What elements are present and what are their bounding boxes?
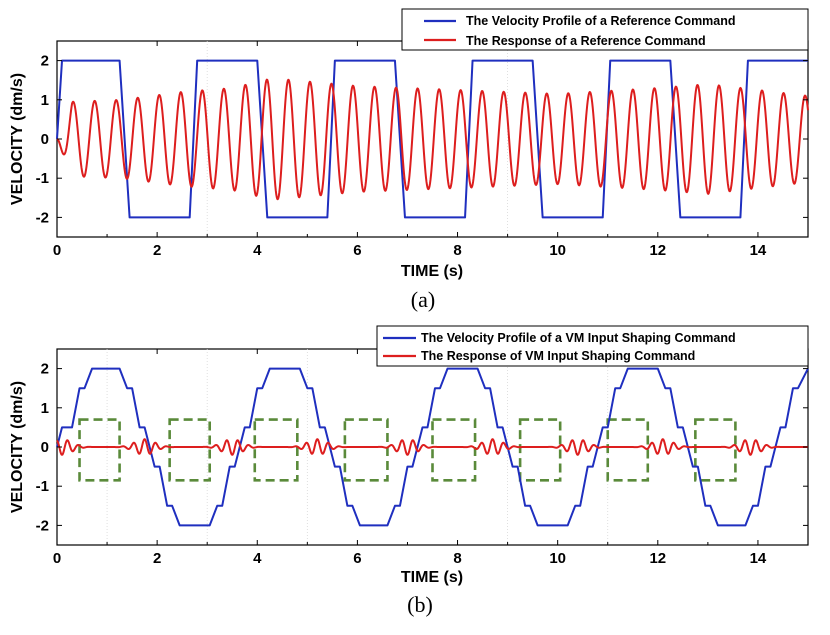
x-ticks-b: 0 2 4 6 8 10 12 14 — [53, 349, 767, 567]
x-tick-label-a-5: 10 — [549, 242, 566, 259]
y-ticks-b: -2 -1 0 1 2 — [36, 361, 808, 534]
series-line-b-1 — [56, 438, 809, 456]
dashed-box-2 — [168, 418, 212, 482]
y-tick-label-a-4: 2 — [41, 53, 49, 70]
y-axis-label-a: VELOCITY (dm/s) — [9, 73, 26, 205]
x-tick-label-b-5: 10 — [549, 550, 566, 567]
dashed-box-4 — [343, 418, 389, 482]
dashed-box-1 — [78, 418, 121, 482]
x-tick-label-b-4: 8 — [453, 550, 461, 567]
x-axis-label-b: TIME (s) — [401, 569, 463, 586]
x-tick-label-b-2: 4 — [253, 550, 262, 567]
x-tick-label-a-2: 4 — [253, 242, 262, 259]
y-tick-label-a-0: -2 — [36, 209, 49, 226]
y-tick-label-b-0: -2 — [36, 517, 49, 534]
y-tick-label-b-4: 2 — [41, 361, 49, 378]
x-tick-label-a-4: 8 — [453, 242, 461, 259]
x-tick-label-a-7: 14 — [750, 242, 767, 259]
y-tick-label-a-1: -1 — [36, 170, 49, 187]
x-tick-label-b-3: 6 — [353, 550, 361, 567]
legend-box-a — [401, 8, 809, 51]
y-tick-label-a-3: 1 — [41, 92, 49, 109]
legend-label-a-0: The Velocity Profile of a Reference Comm… — [466, 14, 736, 28]
x-tick-label-b-0: 0 — [53, 550, 61, 567]
y-tick-label-b-2: 0 — [41, 439, 49, 456]
legend-a: The Velocity Profile of a Reference Comm… — [401, 8, 809, 51]
x-axis-label-a: TIME (s) — [401, 263, 463, 280]
y-axis-label-b: VELOCITY (dm/s) — [9, 381, 26, 513]
series-b — [56, 367, 809, 527]
y-tick-label-b-1: -1 — [36, 478, 49, 495]
dashed-box-3 — [253, 418, 299, 482]
legend-label-a-1: The Response of a Reference Command — [466, 34, 706, 48]
x-tick-label-a-1: 2 — [153, 242, 161, 259]
legend-b: The Velocity Profile of a VM Input Shapi… — [376, 325, 809, 367]
dashed-box-5 — [431, 418, 477, 482]
x-tick-label-a-6: 12 — [649, 242, 666, 259]
legend-label-b-0: The Velocity Profile of a VM Input Shapi… — [421, 331, 736, 345]
series-line-b-0 — [56, 367, 809, 527]
series-line-a-1 — [56, 78, 809, 201]
caption-a: (a) — [411, 287, 435, 312]
plot-area-a — [56, 40, 809, 238]
x-tick-label-b-7: 14 — [750, 550, 767, 567]
dashed-box-8 — [694, 418, 737, 482]
legend-label-b-1: The Response of VM Input Shaping Command — [421, 349, 695, 363]
series-line-a-0 — [56, 59, 808, 219]
caption-b: (b) — [407, 592, 433, 617]
y-tick-label-a-2: 0 — [41, 131, 49, 148]
y-ticks-a: -2 -1 0 1 2 — [36, 53, 808, 226]
y-tick-label-b-3: 1 — [41, 400, 49, 417]
legend-box-b — [376, 325, 809, 367]
annotations-b — [78, 418, 737, 482]
x-tick-label-a-3: 6 — [353, 242, 361, 259]
x-tick-label-a-0: 0 — [53, 242, 61, 259]
series-a — [56, 59, 809, 219]
x-tick-label-b-1: 2 — [153, 550, 161, 567]
dashed-box-6 — [518, 418, 562, 482]
x-tick-label-b-6: 12 — [649, 550, 666, 567]
dashed-box-7 — [606, 418, 650, 482]
